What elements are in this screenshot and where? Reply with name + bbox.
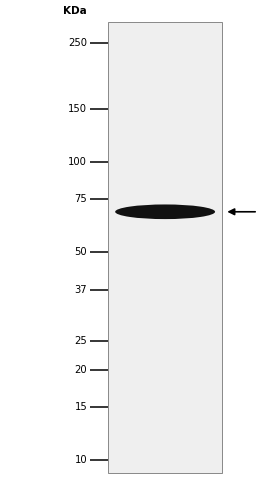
Text: 150: 150 (68, 104, 87, 115)
Text: 15: 15 (75, 402, 87, 412)
Text: 250: 250 (68, 39, 87, 48)
Text: 75: 75 (75, 194, 87, 204)
Text: 25: 25 (75, 336, 87, 346)
Text: 50: 50 (75, 246, 87, 257)
Text: 10: 10 (75, 455, 87, 465)
Text: 37: 37 (75, 285, 87, 296)
Text: KDa: KDa (63, 6, 87, 16)
Bar (108, 22, 222, 473)
Ellipse shape (115, 204, 215, 219)
Text: 20: 20 (75, 365, 87, 375)
Text: 100: 100 (68, 157, 87, 167)
